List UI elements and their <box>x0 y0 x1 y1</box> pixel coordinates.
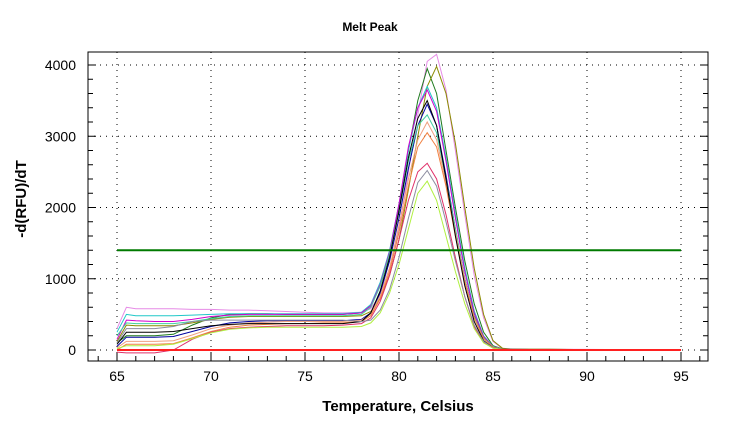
x-tick-label: 80 <box>391 368 407 384</box>
x-tick-label: 65 <box>109 368 125 384</box>
y-tick-label: 2000 <box>45 200 76 216</box>
melt-curve-13 <box>116 180 682 351</box>
melt-curve-8 <box>116 120 682 351</box>
x-tick-label: 90 <box>579 368 595 384</box>
melt-curve-9 <box>116 131 682 351</box>
x-tick-label: 85 <box>485 368 501 384</box>
x-tick-label: 95 <box>673 368 689 384</box>
y-tick-label: 1000 <box>45 271 76 287</box>
x-axis-label: Temperature, Celsius <box>322 398 473 415</box>
y-tick-label: 0 <box>68 342 76 358</box>
plot-frame <box>87 51 709 362</box>
chart-title: Melt Peak <box>342 20 398 34</box>
y-tick-label: 4000 <box>45 57 76 73</box>
series-group <box>116 53 682 354</box>
axis-ticks: 65 70 75 80 85 90 95 0 1000 2000 3000 4000 <box>45 57 708 384</box>
x-tick-label: 75 <box>297 368 313 384</box>
y-axis-label: -d(RFU)/dT <box>13 160 30 237</box>
x-tick-label: 70 <box>203 368 219 384</box>
melt-curve-12 <box>116 169 682 351</box>
y-tick-label: 3000 <box>45 128 76 144</box>
